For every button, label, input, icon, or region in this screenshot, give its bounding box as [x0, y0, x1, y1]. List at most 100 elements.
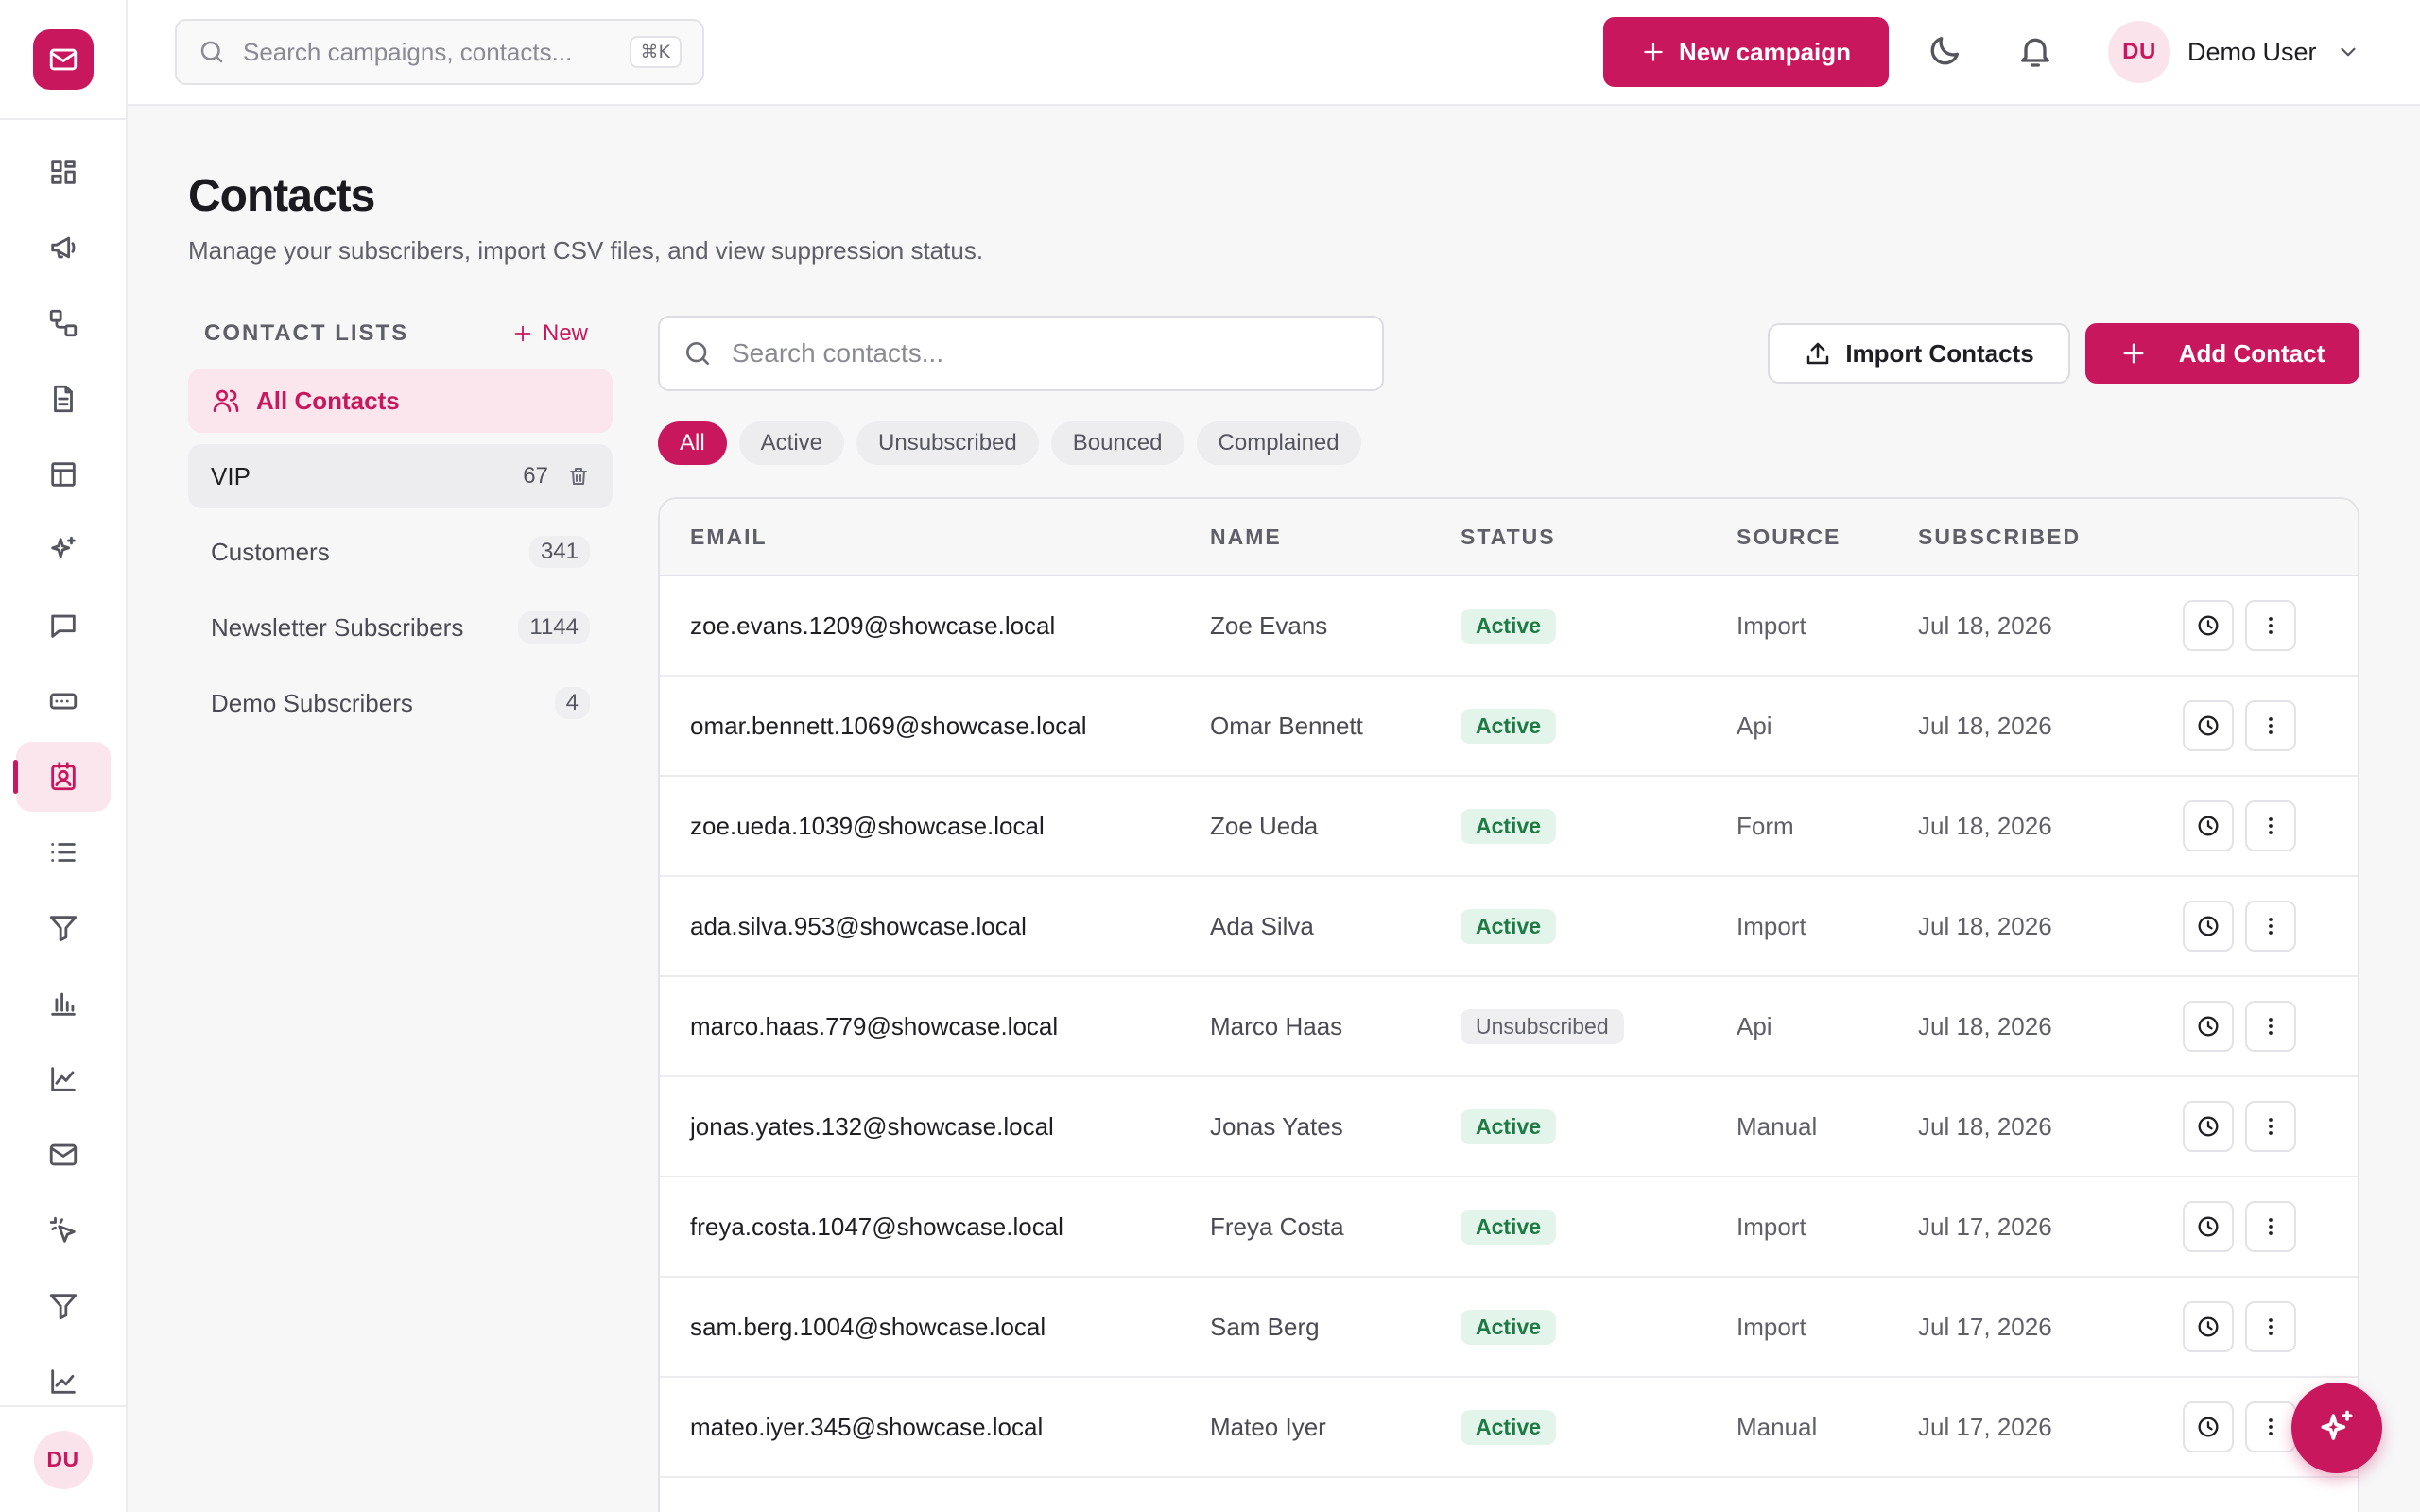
- nav-templates[interactable]: [0, 437, 126, 512]
- layout-icon: [50, 462, 76, 487]
- history-button[interactable]: [2183, 800, 2234, 851]
- column-header-email[interactable]: EMAIL: [690, 524, 768, 549]
- more-actions-button[interactable]: [2245, 1301, 2296, 1352]
- more-actions-button[interactable]: [2245, 901, 2296, 952]
- list-item-all-contacts[interactable]: All Contacts: [188, 369, 613, 433]
- new-list-button[interactable]: New: [512, 320, 588, 347]
- nav-clicks[interactable]: [0, 1193, 126, 1268]
- history-button[interactable]: [2183, 1001, 2234, 1052]
- nav-ai[interactable]: [0, 512, 126, 588]
- list-item-label: VIP: [211, 461, 251, 490]
- history-button[interactable]: [2183, 1301, 2234, 1352]
- table-row[interactable]: zoe.evans.1209@showcase.local Zoe Evans …: [660, 576, 2358, 677]
- more-actions-button[interactable]: [2245, 1101, 2296, 1152]
- nav-campaigns[interactable]: [0, 210, 126, 285]
- table-row[interactable]: freya.costa.1047@showcase.local Freya Co…: [660, 1177, 2358, 1278]
- history-button[interactable]: [2183, 700, 2234, 751]
- nav-trends[interactable]: [0, 1344, 126, 1419]
- list-item-customers[interactable]: Customers 341: [188, 520, 613, 584]
- filter-active[interactable]: Active: [738, 421, 845, 465]
- global-search-placeholder: Search campaigns, contacts...: [243, 37, 573, 66]
- contact-email[interactable]: sam.berg.1004@showcase.local: [690, 1312, 1046, 1341]
- theme-toggle-button[interactable]: [1926, 32, 1963, 70]
- row-actions: [2183, 1201, 2296, 1252]
- contact-email[interactable]: freya.costa.1047@showcase.local: [690, 1211, 1063, 1241]
- nav-workflows[interactable]: [0, 285, 126, 361]
- row-actions: [2183, 1301, 2296, 1352]
- table-row[interactable]: ada.silva.953@showcase.local Ada Silva A…: [660, 877, 2358, 977]
- contact-email[interactable]: marco.haas.779@showcase.local: [690, 1011, 1059, 1040]
- more-actions-button[interactable]: [2245, 800, 2296, 851]
- nav-messages[interactable]: [0, 588, 126, 663]
- contact-name: Mateo Iyer: [1210, 1412, 1326, 1441]
- list-item-vip[interactable]: VIP 67: [188, 444, 613, 508]
- list-item-newsletter[interactable]: Newsletter Subscribers 1144: [188, 595, 613, 660]
- nav-analytics[interactable]: [0, 1041, 126, 1117]
- table-row[interactable]: jonas.yates.132@showcase.local Jonas Yat…: [660, 1077, 2358, 1177]
- table-row[interactable]: zoe.ueda.1039@showcase.local Zoe Ueda Ac…: [660, 777, 2358, 877]
- nav-documents[interactable]: [0, 361, 126, 437]
- nav-funnels[interactable]: [0, 1268, 126, 1344]
- more-actions-button[interactable]: [2245, 700, 2296, 751]
- contact-subscribed: Jul 18, 2026: [1918, 610, 2052, 640]
- more-actions-button[interactable]: [2245, 1201, 2296, 1252]
- notifications-button[interactable]: [2016, 32, 2054, 70]
- add-contact-label: Add Contact: [2178, 338, 2325, 368]
- history-button[interactable]: [2183, 1101, 2234, 1152]
- nav-forms[interactable]: [0, 663, 126, 739]
- history-button[interactable]: [2183, 901, 2234, 952]
- contact-email[interactable]: mateo.iyer.345@showcase.local: [690, 1412, 1044, 1441]
- column-header-status[interactable]: STATUS: [1461, 524, 1556, 549]
- more-actions-button[interactable]: [2245, 1401, 2296, 1452]
- more-actions-button[interactable]: [2245, 1001, 2296, 1052]
- contact-email[interactable]: ada.silva.953@showcase.local: [690, 911, 1027, 940]
- import-contacts-button[interactable]: Import Contacts: [1768, 323, 2070, 384]
- table-row[interactable]: marco.haas.779@showcase.local Marco Haas…: [660, 977, 2358, 1077]
- nav-contacts[interactable]: [0, 739, 126, 815]
- user-menu[interactable]: DU Demo User: [2108, 21, 2360, 83]
- filter-all[interactable]: All: [658, 421, 727, 465]
- more-vertical-icon: [2269, 1318, 2273, 1335]
- nav-reports[interactable]: [0, 966, 126, 1041]
- table-row[interactable]: omar.bennett.1069@showcase.local Omar Be…: [660, 677, 2358, 777]
- clock-icon: [2198, 715, 2219, 736]
- nav-segments[interactable]: [0, 890, 126, 966]
- delete-list-button[interactable]: [567, 465, 590, 488]
- contact-source: Form: [1737, 811, 1794, 840]
- new-list-label: New: [542, 320, 588, 346]
- sidebar-logo-area: [0, 0, 126, 120]
- column-header-subscribed[interactable]: SUBSCRIBED: [1918, 524, 2082, 549]
- more-actions-button[interactable]: [2245, 600, 2296, 651]
- global-search-input[interactable]: Search campaigns, contacts... ⌘K: [175, 19, 704, 85]
- app-logo[interactable]: [32, 28, 94, 90]
- contact-source: Api: [1737, 1011, 1772, 1040]
- filter-bounced[interactable]: Bounced: [1050, 421, 1184, 465]
- add-contact-button[interactable]: Add Contact: [2085, 323, 2360, 384]
- contact-email[interactable]: jonas.yates.132@showcase.local: [690, 1111, 1054, 1141]
- avatar[interactable]: DU: [33, 1430, 93, 1489]
- contact-email[interactable]: omar.bennett.1069@showcase.local: [690, 711, 1087, 740]
- contact-email[interactable]: zoe.evans.1209@showcase.local: [690, 610, 1056, 640]
- column-header-source[interactable]: SOURCE: [1737, 524, 1841, 549]
- filter-complained[interactable]: Complained: [1196, 421, 1361, 465]
- contact-email[interactable]: zoe.ueda.1039@showcase.local: [690, 811, 1045, 840]
- contact-search-input[interactable]: Search contacts...: [658, 316, 1384, 391]
- history-button[interactable]: [2183, 1401, 2234, 1452]
- nav-dashboard[interactable]: [0, 134, 126, 210]
- nav-inbox[interactable]: [0, 1117, 126, 1193]
- list-item-demo[interactable]: Demo Subscribers 4: [188, 671, 613, 735]
- status-badge: Active: [1461, 1409, 1557, 1445]
- new-campaign-button[interactable]: New campaign: [1603, 17, 1889, 87]
- history-button[interactable]: [2183, 600, 2234, 651]
- trend-icon: [50, 1369, 76, 1394]
- line-chart-icon: [50, 1067, 76, 1091]
- filter-unsubscribed[interactable]: Unsubscribed: [856, 421, 1039, 465]
- table-row[interactable]: sam.berg.1004@showcase.local Sam Berg Ac…: [660, 1278, 2358, 1378]
- column-header-name[interactable]: NAME: [1210, 524, 1282, 549]
- ai-assistant-button[interactable]: [2291, 1383, 2382, 1473]
- sidebar: DU: [0, 0, 128, 1512]
- history-button[interactable]: [2183, 1201, 2234, 1252]
- table-row[interactable]: mateo.iyer.345@showcase.local Mateo Iyer…: [660, 1378, 2358, 1478]
- nav-lists[interactable]: [0, 815, 126, 890]
- sidebar-user: DU: [0, 1405, 126, 1512]
